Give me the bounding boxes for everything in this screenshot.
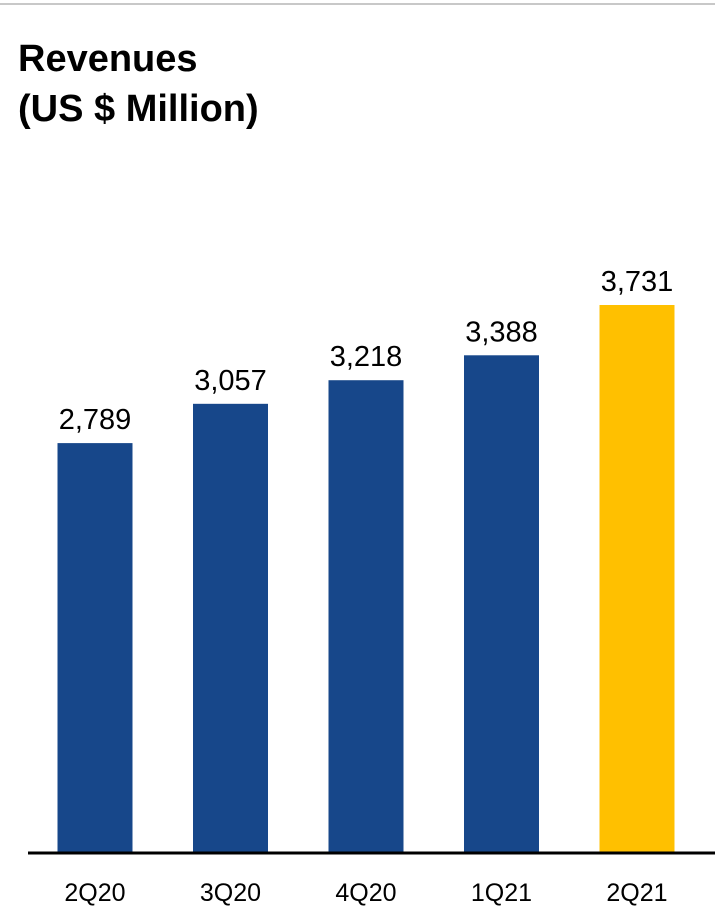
category-label-1Q21: 1Q21 bbox=[471, 879, 532, 907]
value-label-2Q20: 2,789 bbox=[59, 404, 132, 436]
value-label-3Q20: 3,057 bbox=[194, 365, 267, 397]
bar-4Q20 bbox=[328, 380, 404, 852]
category-label-2Q21: 2Q21 bbox=[606, 879, 667, 907]
chart-title-line-2: (US $ Million) bbox=[18, 88, 259, 130]
category-label-4Q20: 4Q20 bbox=[335, 879, 396, 907]
bar-1Q21 bbox=[464, 355, 539, 852]
value-label-2Q21: 3,731 bbox=[601, 266, 674, 298]
value-label-4Q20: 3,218 bbox=[330, 341, 403, 373]
category-label-2Q20: 2Q20 bbox=[64, 879, 125, 907]
chart-title-line-1: Revenues bbox=[18, 38, 198, 80]
top-divider bbox=[0, 3, 715, 5]
bar-3Q20 bbox=[193, 403, 268, 852]
category-label-3Q20: 3Q20 bbox=[200, 879, 261, 907]
chart-title: Revenues (US $ Million) bbox=[18, 34, 259, 134]
bar-2Q21 bbox=[599, 305, 675, 852]
bar-2Q20 bbox=[57, 443, 133, 852]
value-label-1Q21: 3,388 bbox=[465, 316, 538, 348]
